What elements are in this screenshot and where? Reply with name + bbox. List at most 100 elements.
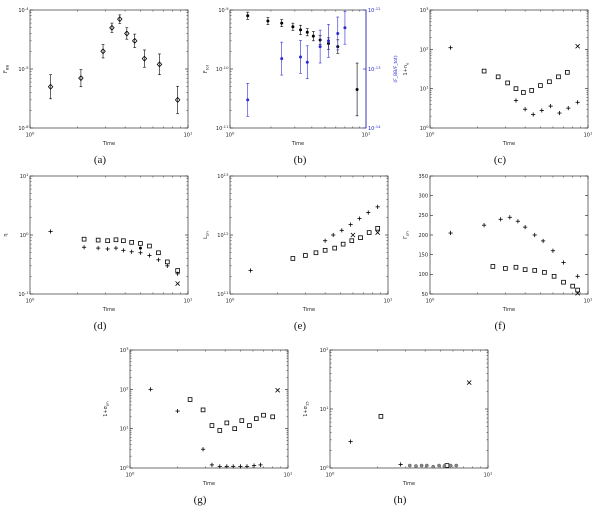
plot-frame xyxy=(329,349,489,469)
panel-e-chart: 100 101 Time 1011 1012 1013 Lph xyxy=(203,172,393,313)
series-square-points xyxy=(81,236,180,273)
svg-text:10-4: 10-4 xyxy=(18,6,29,14)
svg-text:101: 101 xyxy=(184,297,193,305)
svg-text:300: 300 xyxy=(418,193,428,199)
plot-frame xyxy=(429,9,589,129)
figure-row-1: 100 101 Time 10-6 10-5 10-4 FBB (a) 100 101 Time… xyxy=(0,2,600,168)
series-square-points xyxy=(490,264,580,293)
series-plus-points xyxy=(448,215,580,279)
svg-text:350: 350 xyxy=(418,174,428,180)
series-square-points xyxy=(481,68,570,95)
svg-text:101: 101 xyxy=(284,471,293,479)
panel-g: 100 101 Time 100 101 102 103 1+σph (g) xyxy=(100,342,300,508)
svg-text:10-12: 10-12 xyxy=(368,6,381,14)
y-axis-label: Γph xyxy=(403,231,409,239)
series-cross-points xyxy=(466,380,472,386)
y-axis-label: FBB xyxy=(3,65,9,73)
series-filled-dot xyxy=(138,246,142,250)
svg-text:Time: Time xyxy=(202,481,215,487)
svg-text:10-9: 10-9 xyxy=(218,6,229,14)
svg-text:100: 100 xyxy=(420,124,429,132)
svg-text:Time: Time xyxy=(291,141,304,147)
y-axis-label: 1+σ15 xyxy=(303,401,309,417)
y-axis-label: Lph xyxy=(203,231,209,239)
y-axis-label: 1+ne xyxy=(403,62,409,76)
svg-text:101: 101 xyxy=(320,405,329,413)
panel-b-chart: 100 101 Time 10-11 10-10 10-9 Ftot 10-1410-1310… xyxy=(203,6,399,147)
y-axis: 50 100 150 200 250 300 350 Γph xyxy=(403,174,588,298)
svg-text:101: 101 xyxy=(362,131,371,139)
series-flux-ratio-blue-dots xyxy=(246,11,347,117)
panel-a-caption: (a) xyxy=(93,154,107,166)
y-axis-label: η xyxy=(3,233,9,236)
y-axis: 10-11 10-10 10-9 Ftot xyxy=(203,6,233,132)
plot-frame xyxy=(129,349,289,469)
svg-text:100: 100 xyxy=(426,131,435,139)
series-cross-points xyxy=(575,43,581,49)
svg-text:1013: 1013 xyxy=(217,172,229,180)
y-axis: 100 101 102 103 1+σph xyxy=(103,346,288,472)
plot-frame xyxy=(29,9,189,129)
panel-b: 100 101 Time 10-11 10-10 10-9 Ftot 10-14 10-13 10… xyxy=(200,2,400,168)
panel-a-chart: 100 101 Time 10-6 10-5 10-4 FBB xyxy=(3,6,193,147)
svg-text:Time: Time xyxy=(102,141,115,147)
y-axis: 10-1 100 101 η xyxy=(3,172,188,298)
x-axis: 100 101 Time xyxy=(226,10,371,147)
panel-c: 100 101 Time 100 101 102 103 1+ne (c) xyxy=(400,2,600,168)
svg-text:100: 100 xyxy=(320,464,329,472)
panel-d-caption: (d) xyxy=(93,320,107,332)
figure-row-2: 100 101 Time 10-1 100 101 η (d) 100 101 Time 1011… xyxy=(0,168,600,334)
series-plus-points xyxy=(348,439,403,467)
series-cross-points xyxy=(575,290,581,296)
series-cross-points xyxy=(275,387,281,393)
svg-text:100: 100 xyxy=(120,464,129,472)
panel-f: 100 101 Time 50 100 150 200 250 300 350 Γph (f) xyxy=(400,168,600,334)
y-axis-label: Ftot xyxy=(203,64,209,73)
series-cross-points xyxy=(350,230,381,238)
plot-frame xyxy=(29,175,189,295)
panel-g-chart: 100 101 Time 100 101 102 103 1+σph xyxy=(103,346,293,487)
y-axis: 100 101 102 103 1+ne xyxy=(403,6,588,132)
series-square-points xyxy=(290,225,380,261)
series-plus-points xyxy=(248,204,380,273)
series-gray-dot-points xyxy=(407,463,459,469)
svg-text:101: 101 xyxy=(584,297,593,305)
panel-e-caption: (e) xyxy=(293,320,307,332)
x-axis: 100 101 Time xyxy=(126,350,293,487)
svg-text:10-11: 10-11 xyxy=(216,124,229,132)
svg-text:Time: Time xyxy=(402,481,415,487)
y-axis-label: 1+σph xyxy=(103,401,109,417)
svg-text:103: 103 xyxy=(120,346,129,354)
series-square-points xyxy=(187,397,275,433)
svg-text:10-5: 10-5 xyxy=(18,65,29,73)
svg-text:101: 101 xyxy=(20,172,29,180)
svg-text:10-10: 10-10 xyxy=(216,65,229,73)
panel-e: 100 101 Time 1011 1012 1013 Lph (e) xyxy=(200,168,400,334)
y-axis: 1011 1012 1013 Lph xyxy=(203,172,388,298)
svg-text:101: 101 xyxy=(184,131,193,139)
x-axis: 100 101 Time xyxy=(426,10,593,147)
svg-text:102: 102 xyxy=(420,45,429,53)
svg-text:101: 101 xyxy=(420,85,429,93)
series-bb-flux-diamonds xyxy=(47,14,181,114)
svg-text:102: 102 xyxy=(320,346,329,354)
panel-a: 100 101 Time 10-6 10-5 10-4 FBB (a) xyxy=(0,2,200,168)
series-plus-points xyxy=(148,387,263,469)
right-y-axis: 10-14 10-13 10-12 (F_BB/F_tot) xyxy=(363,6,399,132)
series-cross-points xyxy=(175,281,181,286)
svg-text:101: 101 xyxy=(484,471,493,479)
svg-text:50: 50 xyxy=(422,292,428,298)
svg-text:100: 100 xyxy=(26,297,35,305)
svg-text:101: 101 xyxy=(584,131,593,139)
plot-frame xyxy=(229,175,389,295)
panel-d: 100 101 Time 10-1 100 101 η (d) xyxy=(0,168,200,334)
svg-text:100: 100 xyxy=(126,471,135,479)
svg-text:100: 100 xyxy=(426,297,435,305)
panel-h-caption: (h) xyxy=(393,494,407,506)
panel-c-caption: (c) xyxy=(493,154,507,166)
svg-text:100: 100 xyxy=(226,131,235,139)
svg-text:10-1: 10-1 xyxy=(18,290,29,298)
panel-h-chart: 100 101 Time 100 101 102 1+σ15 xyxy=(303,346,493,487)
